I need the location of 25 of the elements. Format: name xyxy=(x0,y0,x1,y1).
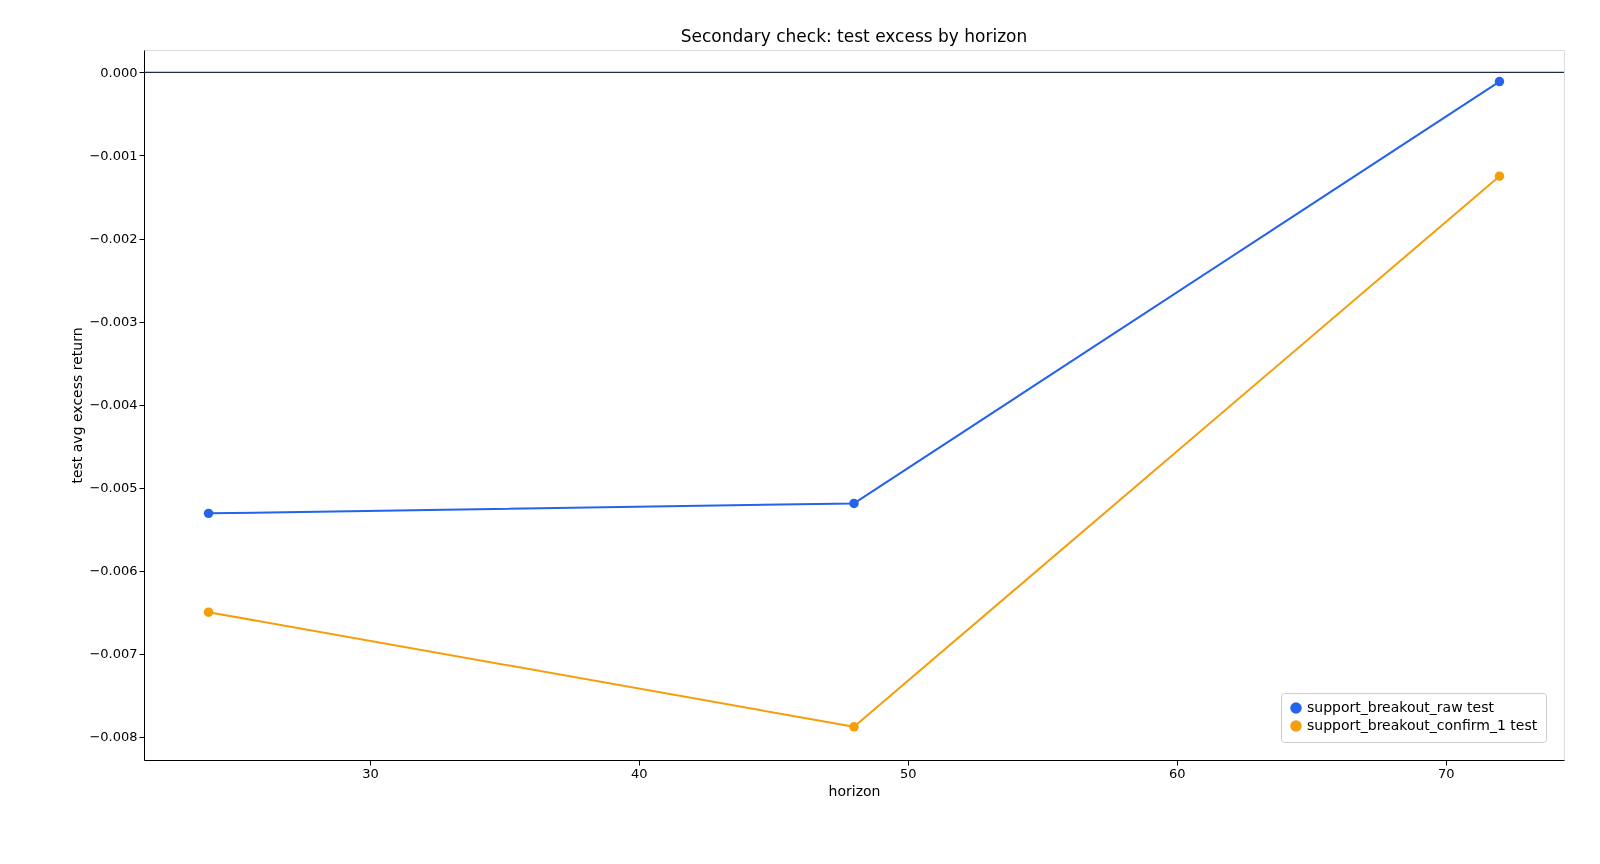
legend-label: support_breakout_confirm_1 test xyxy=(1307,717,1538,733)
chart-title: Secondary check: test excess by horizon xyxy=(680,26,1028,46)
legend-label: support_breakout_raw test xyxy=(1307,699,1495,715)
y-tick-label: −0.008 xyxy=(89,729,138,745)
y-tick-label: −0.002 xyxy=(89,231,138,246)
y-tick-label: −0.005 xyxy=(89,480,138,496)
y-tick-label: −0.001 xyxy=(89,147,138,163)
y-tick-label: 0.000 xyxy=(100,64,138,80)
point xyxy=(1494,76,1505,87)
x-tick-label: 60 xyxy=(1168,765,1186,781)
point xyxy=(849,498,859,509)
y-tick-label: −0.003 xyxy=(89,314,138,330)
x-tick-label: 40 xyxy=(631,765,648,781)
y-tick-label: −0.007 xyxy=(89,646,138,662)
x-tick-label: 70 xyxy=(1437,765,1455,781)
point xyxy=(203,508,214,519)
x-tick-label: 30 xyxy=(362,765,379,781)
y-tick-label: −0.006 xyxy=(89,563,138,579)
y-tick-label: −0.004 xyxy=(89,397,138,413)
point xyxy=(203,607,214,617)
point xyxy=(1494,171,1505,181)
x-axis-title: horizon xyxy=(828,782,881,799)
x-tick-label: 50 xyxy=(900,765,917,781)
point xyxy=(849,722,859,732)
y-axis-title: test avg excess return xyxy=(69,327,86,484)
